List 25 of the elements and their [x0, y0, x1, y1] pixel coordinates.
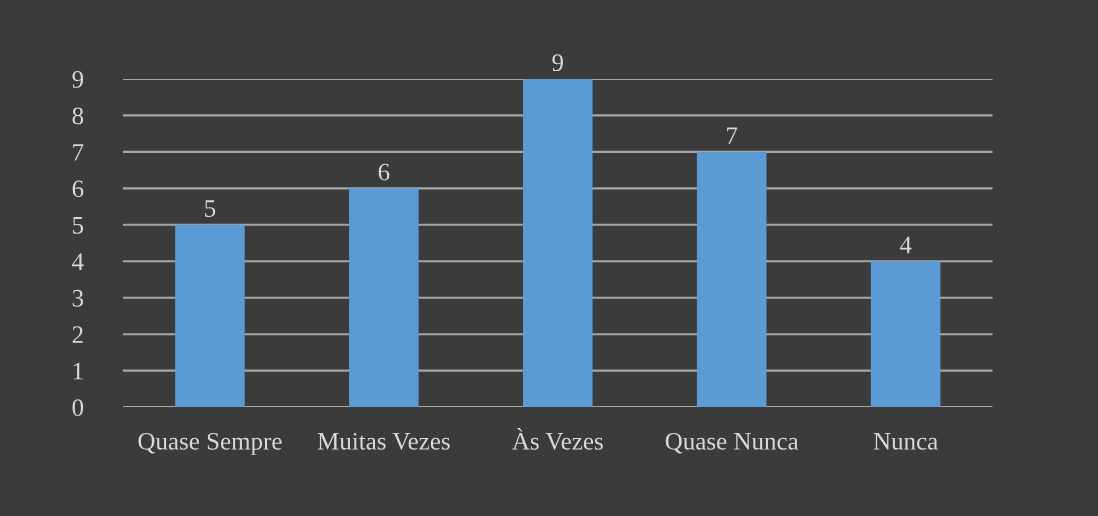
x-tick-label: Quase Nunca	[665, 432, 799, 454]
x-tick-label: Muitas Vezes	[317, 432, 450, 450]
bar	[870, 261, 941, 408]
data-label: 6	[378, 163, 390, 181]
bar	[349, 188, 419, 408]
x-tick-label: Nunca	[873, 433, 938, 450]
y-tick-label: 7	[73, 144, 84, 161]
y-tick-label: 3	[72, 289, 84, 307]
x-tick-label: Às Vezes	[512, 428, 603, 450]
data-label: 5	[205, 200, 216, 217]
y-tick-label: 5	[73, 217, 84, 234]
y-tick-label: 1	[73, 362, 83, 380]
bar	[523, 78, 593, 408]
data-label: 9	[552, 54, 564, 72]
y-tick-label: 0	[72, 399, 84, 417]
data-label: 7	[727, 127, 738, 144]
y-tick-label: 2	[72, 326, 83, 343]
bar	[175, 224, 245, 408]
data-label: 4	[899, 236, 912, 254]
y-tick-label: 4	[72, 253, 84, 270]
x-tick-label: Quase Sempre	[138, 432, 282, 455]
bar	[696, 151, 767, 408]
y-tick-label: 6	[72, 180, 84, 198]
y-tick-label: 9	[72, 71, 84, 88]
y-tick-label: 8	[72, 107, 84, 125]
